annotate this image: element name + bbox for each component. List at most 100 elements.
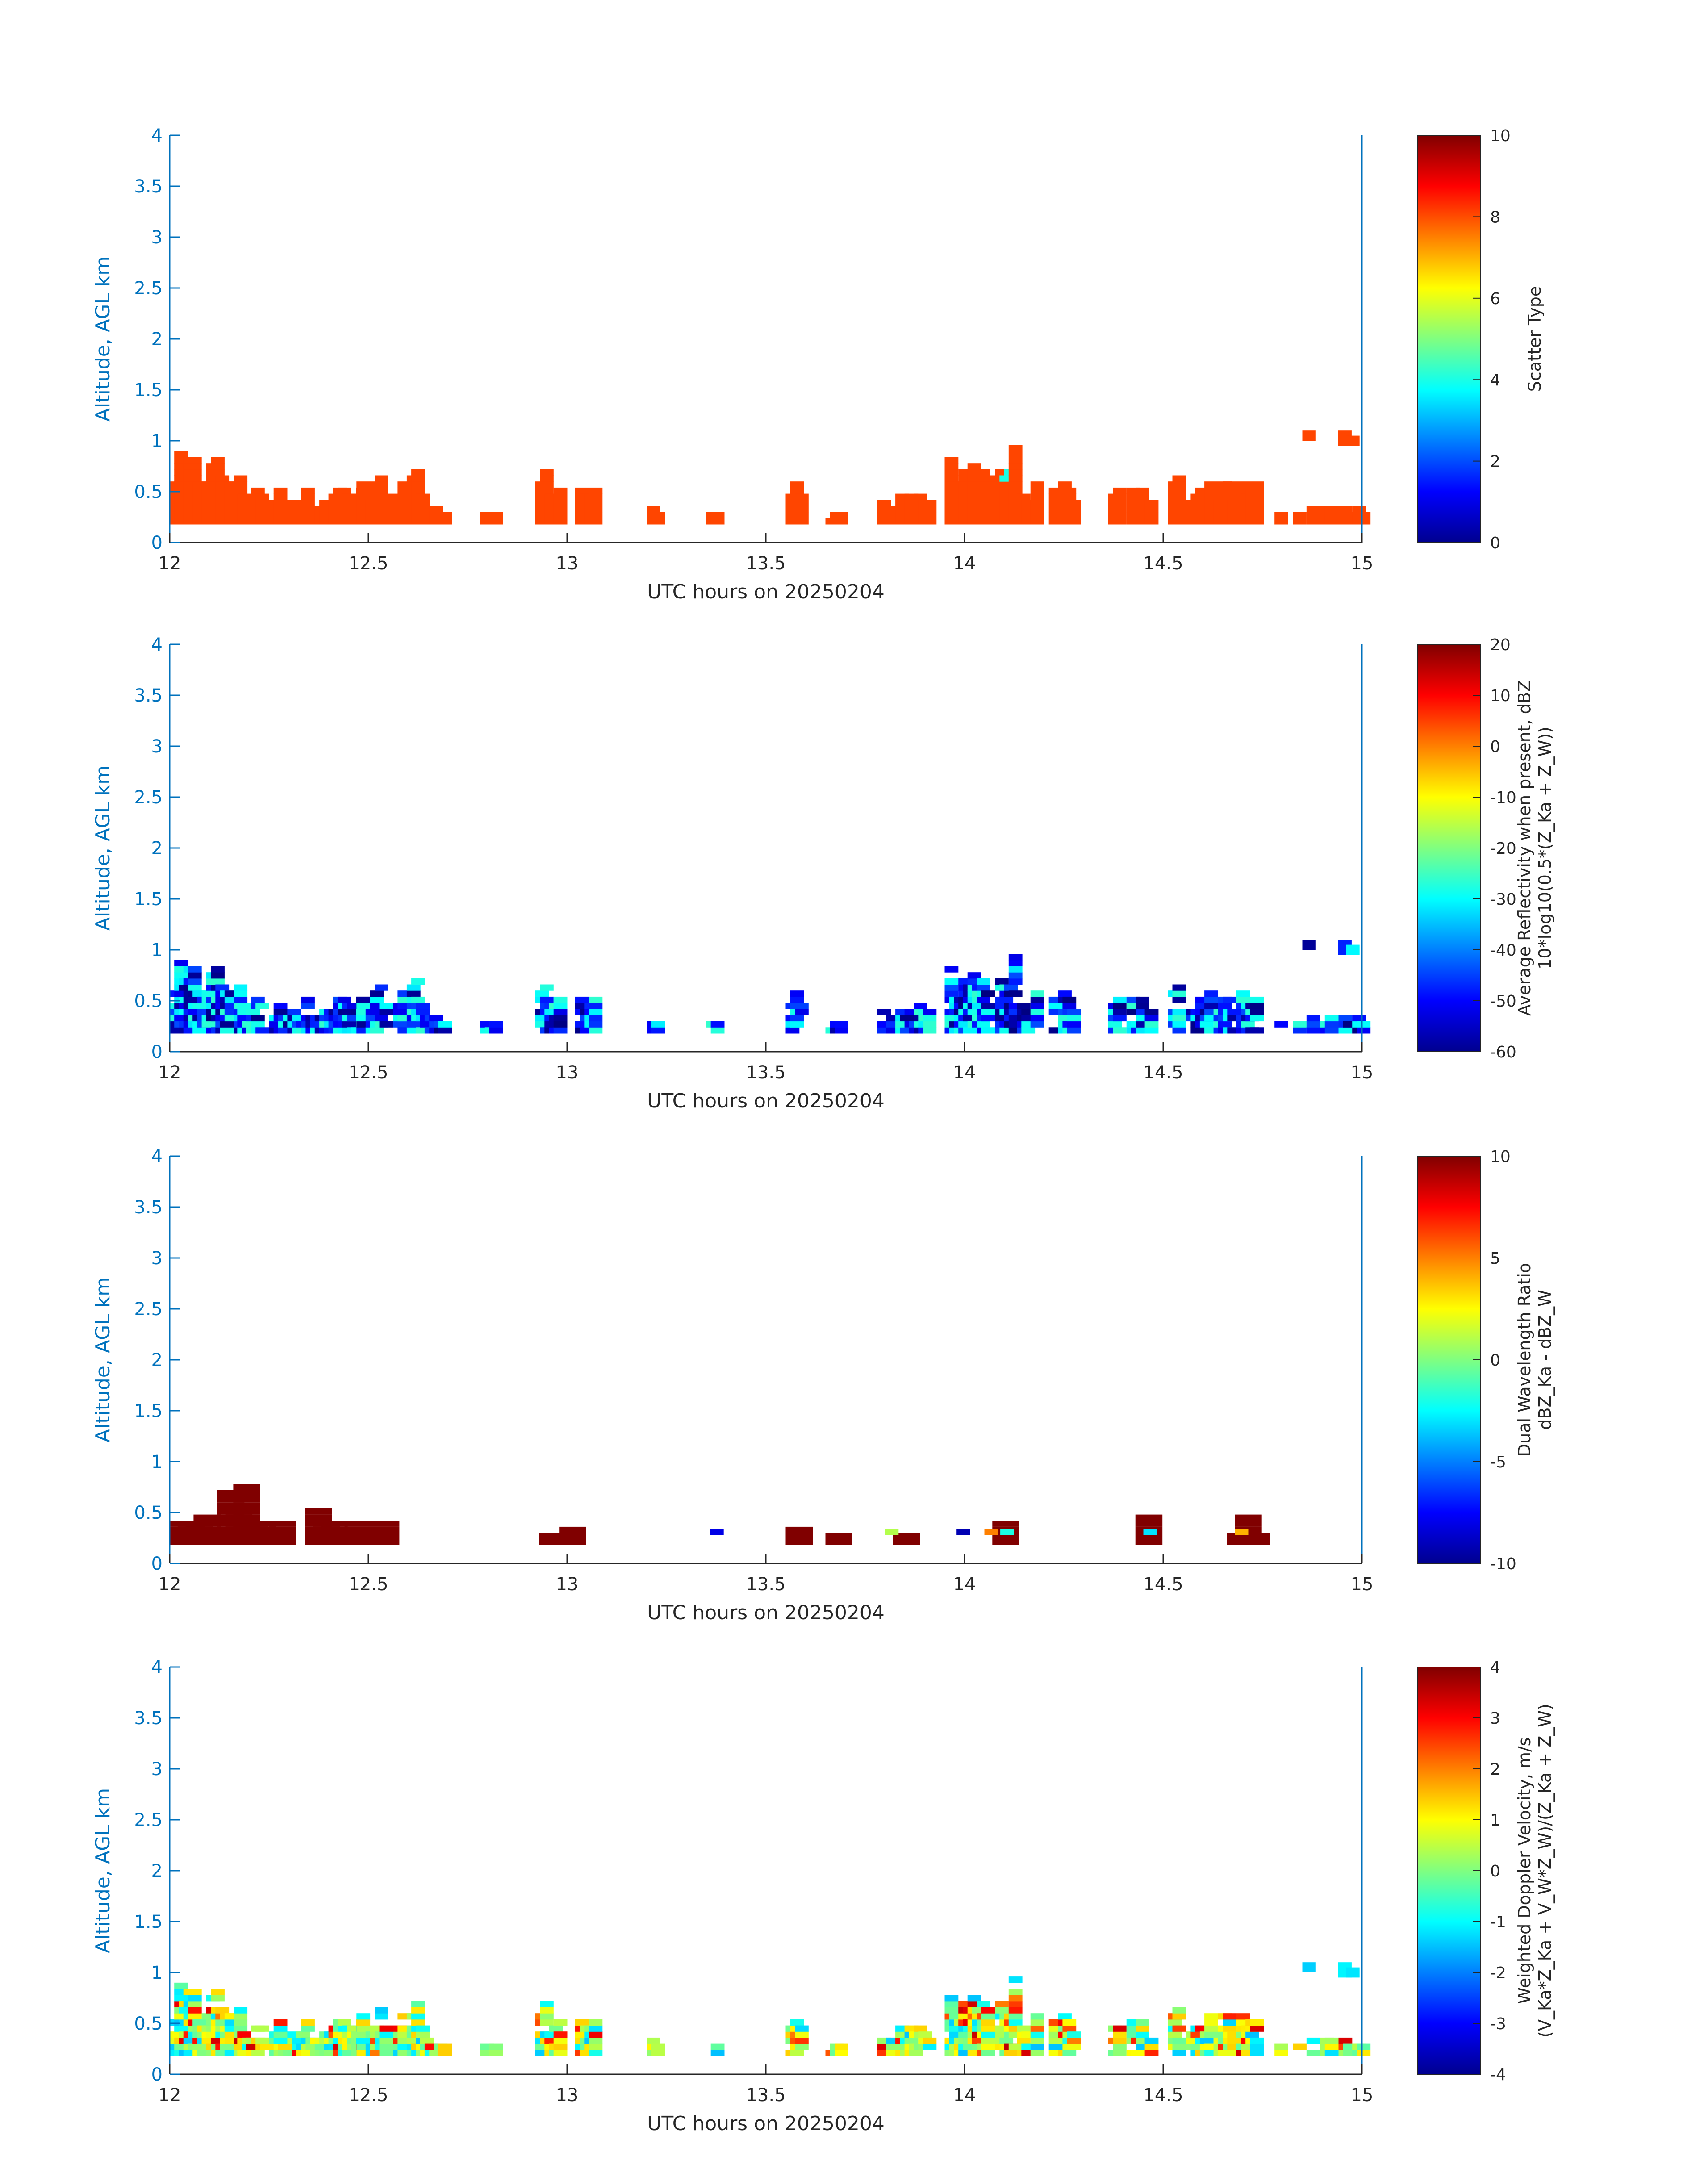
heatmap-cell [1062, 2025, 1077, 2032]
heatmap-cell [375, 984, 388, 991]
x-tick-label: 14 [953, 1574, 976, 1595]
x-tick-label: 14.5 [1143, 1062, 1183, 1083]
heatmap-cell [411, 2001, 425, 2007]
heatmap-cell [1250, 1003, 1264, 1009]
heatmap-cell [540, 469, 554, 476]
heatmap-cell [1172, 1027, 1186, 1034]
heatmap-cell [1008, 990, 1023, 997]
heatmap-cell [540, 2007, 554, 2014]
heatmap-cell [710, 2050, 725, 2056]
heatmap-cell [1113, 1027, 1127, 1034]
heatmap-cell [553, 2043, 568, 2050]
heatmap-cell [1004, 2050, 1018, 2056]
y-tick-label: 3.5 [134, 1197, 163, 1218]
heatmap-cell [1172, 984, 1186, 991]
heatmap-cell [1067, 512, 1081, 518]
heatmap-cell [1030, 2013, 1044, 2020]
heatmap-cell [992, 1521, 1019, 1527]
y-axis-label: Altitude, AGL km [92, 256, 114, 422]
y-tick-label: 1.5 [134, 380, 163, 401]
heatmap-cell [1030, 1021, 1044, 1028]
heatmap-cell [1199, 1021, 1214, 1028]
heatmap-cell [372, 1521, 400, 1527]
heatmap-cell [1274, 1021, 1288, 1028]
heatmap-cell [1324, 506, 1339, 513]
heatmap-cell [1204, 2019, 1218, 2026]
heatmap-cell [1030, 1015, 1044, 1022]
heatmap-cells [170, 1484, 1270, 1545]
heatmap-cell [995, 2001, 1009, 2007]
heatmap-cell [1218, 1021, 1232, 1028]
heatmap-cell [406, 1021, 421, 1028]
heatmap-cell [233, 1484, 260, 1490]
colorbar-tick-label: 0 [1490, 534, 1500, 552]
heatmap-cell [1030, 493, 1044, 500]
heatmap-cell [1062, 1003, 1077, 1009]
heatmap-cell [956, 1529, 970, 1535]
heatmap-cell [981, 475, 995, 482]
heatmap-cell [981, 1003, 995, 1009]
heatmap-cell [710, 1529, 724, 1535]
heatmap-cell [1113, 2025, 1127, 2032]
heatmap-cell [944, 457, 959, 464]
heatmap-cell [1008, 481, 1023, 488]
heatmap-cell [1062, 996, 1077, 1003]
heatmap-cell [785, 1533, 813, 1539]
heatmap-cell [1030, 996, 1044, 1003]
heatmap-cell [1008, 978, 1023, 985]
heatmap-cell [835, 2050, 848, 2056]
heatmap-cell [393, 1009, 407, 1015]
heatmap-cell [1131, 2050, 1145, 2056]
heatmap-cell [790, 996, 804, 1003]
heatmap-cell [1302, 1962, 1316, 1972]
heatmap-cell [1172, 2007, 1186, 2014]
heatmap-cell [984, 1529, 998, 1535]
heatmap-cell [1338, 506, 1353, 513]
colorbar-tick-label: 10 [1490, 687, 1511, 705]
heatmap-cell [785, 1539, 813, 1545]
heatmap-cell [1030, 506, 1044, 513]
heatmap-cell [923, 512, 937, 518]
colorbar-tick-label: 8 [1490, 208, 1500, 226]
heatmap-cell [559, 1539, 586, 1545]
colorbar-label: (V_Ka*Z_Ka + V_W*Z_W)/(Z_Ka + Z_W) [1535, 1704, 1555, 2038]
heatmap-cell [589, 512, 603, 518]
heatmap-cell [790, 481, 804, 488]
heatmap-cell [1067, 518, 1081, 525]
y-tick-label: 4 [151, 1146, 163, 1167]
heatmap-cell [1144, 1009, 1159, 1015]
heatmap-cell [1144, 1027, 1159, 1034]
heatmap-cell [795, 518, 809, 525]
heatmap-cell [1172, 475, 1186, 482]
heatmap-cell [301, 2025, 315, 2032]
colorbar-tick-label: -10 [1490, 1555, 1516, 1573]
heatmap-cell [1243, 1533, 1270, 1539]
heatmap-cell [260, 2043, 274, 2050]
heatmap-cell [411, 481, 425, 488]
heatmap-cell [379, 2031, 393, 2038]
heatmap-cell [273, 1003, 288, 1009]
heatmap-cell [1168, 2031, 1182, 2038]
x-tick-label: 13.5 [746, 1574, 785, 1595]
heatmap-cell [944, 469, 959, 476]
y-tick-label: 0 [151, 2064, 163, 2085]
heatmap-cell [1293, 518, 1307, 525]
heatmap-cell [1218, 1003, 1232, 1009]
heatmap-cell [1250, 2043, 1264, 2050]
heatmap-cell [411, 475, 425, 482]
heatmap-cell [406, 990, 421, 997]
heatmap-cell [255, 1027, 269, 1034]
panel-2: 0 0.5 1 1.5 2 2.5 3 3.5 4 12 12.5 13 13.5 14 14.5 15 UTC… [92, 635, 1555, 1112]
heatmap-cell [1144, 518, 1159, 525]
heatmap-cell [1058, 2013, 1072, 2020]
heatmap-cell [981, 2025, 995, 2032]
heatmap-cell [211, 1989, 225, 1995]
heatmap-cell [885, 1529, 899, 1535]
colorbar-tick-label: 1 [1490, 1811, 1500, 1830]
heatmap-cell [944, 1995, 959, 2002]
x-tick-label: 15 [1351, 1062, 1374, 1083]
heatmap-cell [1008, 2001, 1023, 2007]
heatmap-cell [301, 493, 315, 500]
colorbar-tick-label: -3 [1490, 2015, 1506, 2033]
heatmap-cell [923, 1027, 937, 1034]
